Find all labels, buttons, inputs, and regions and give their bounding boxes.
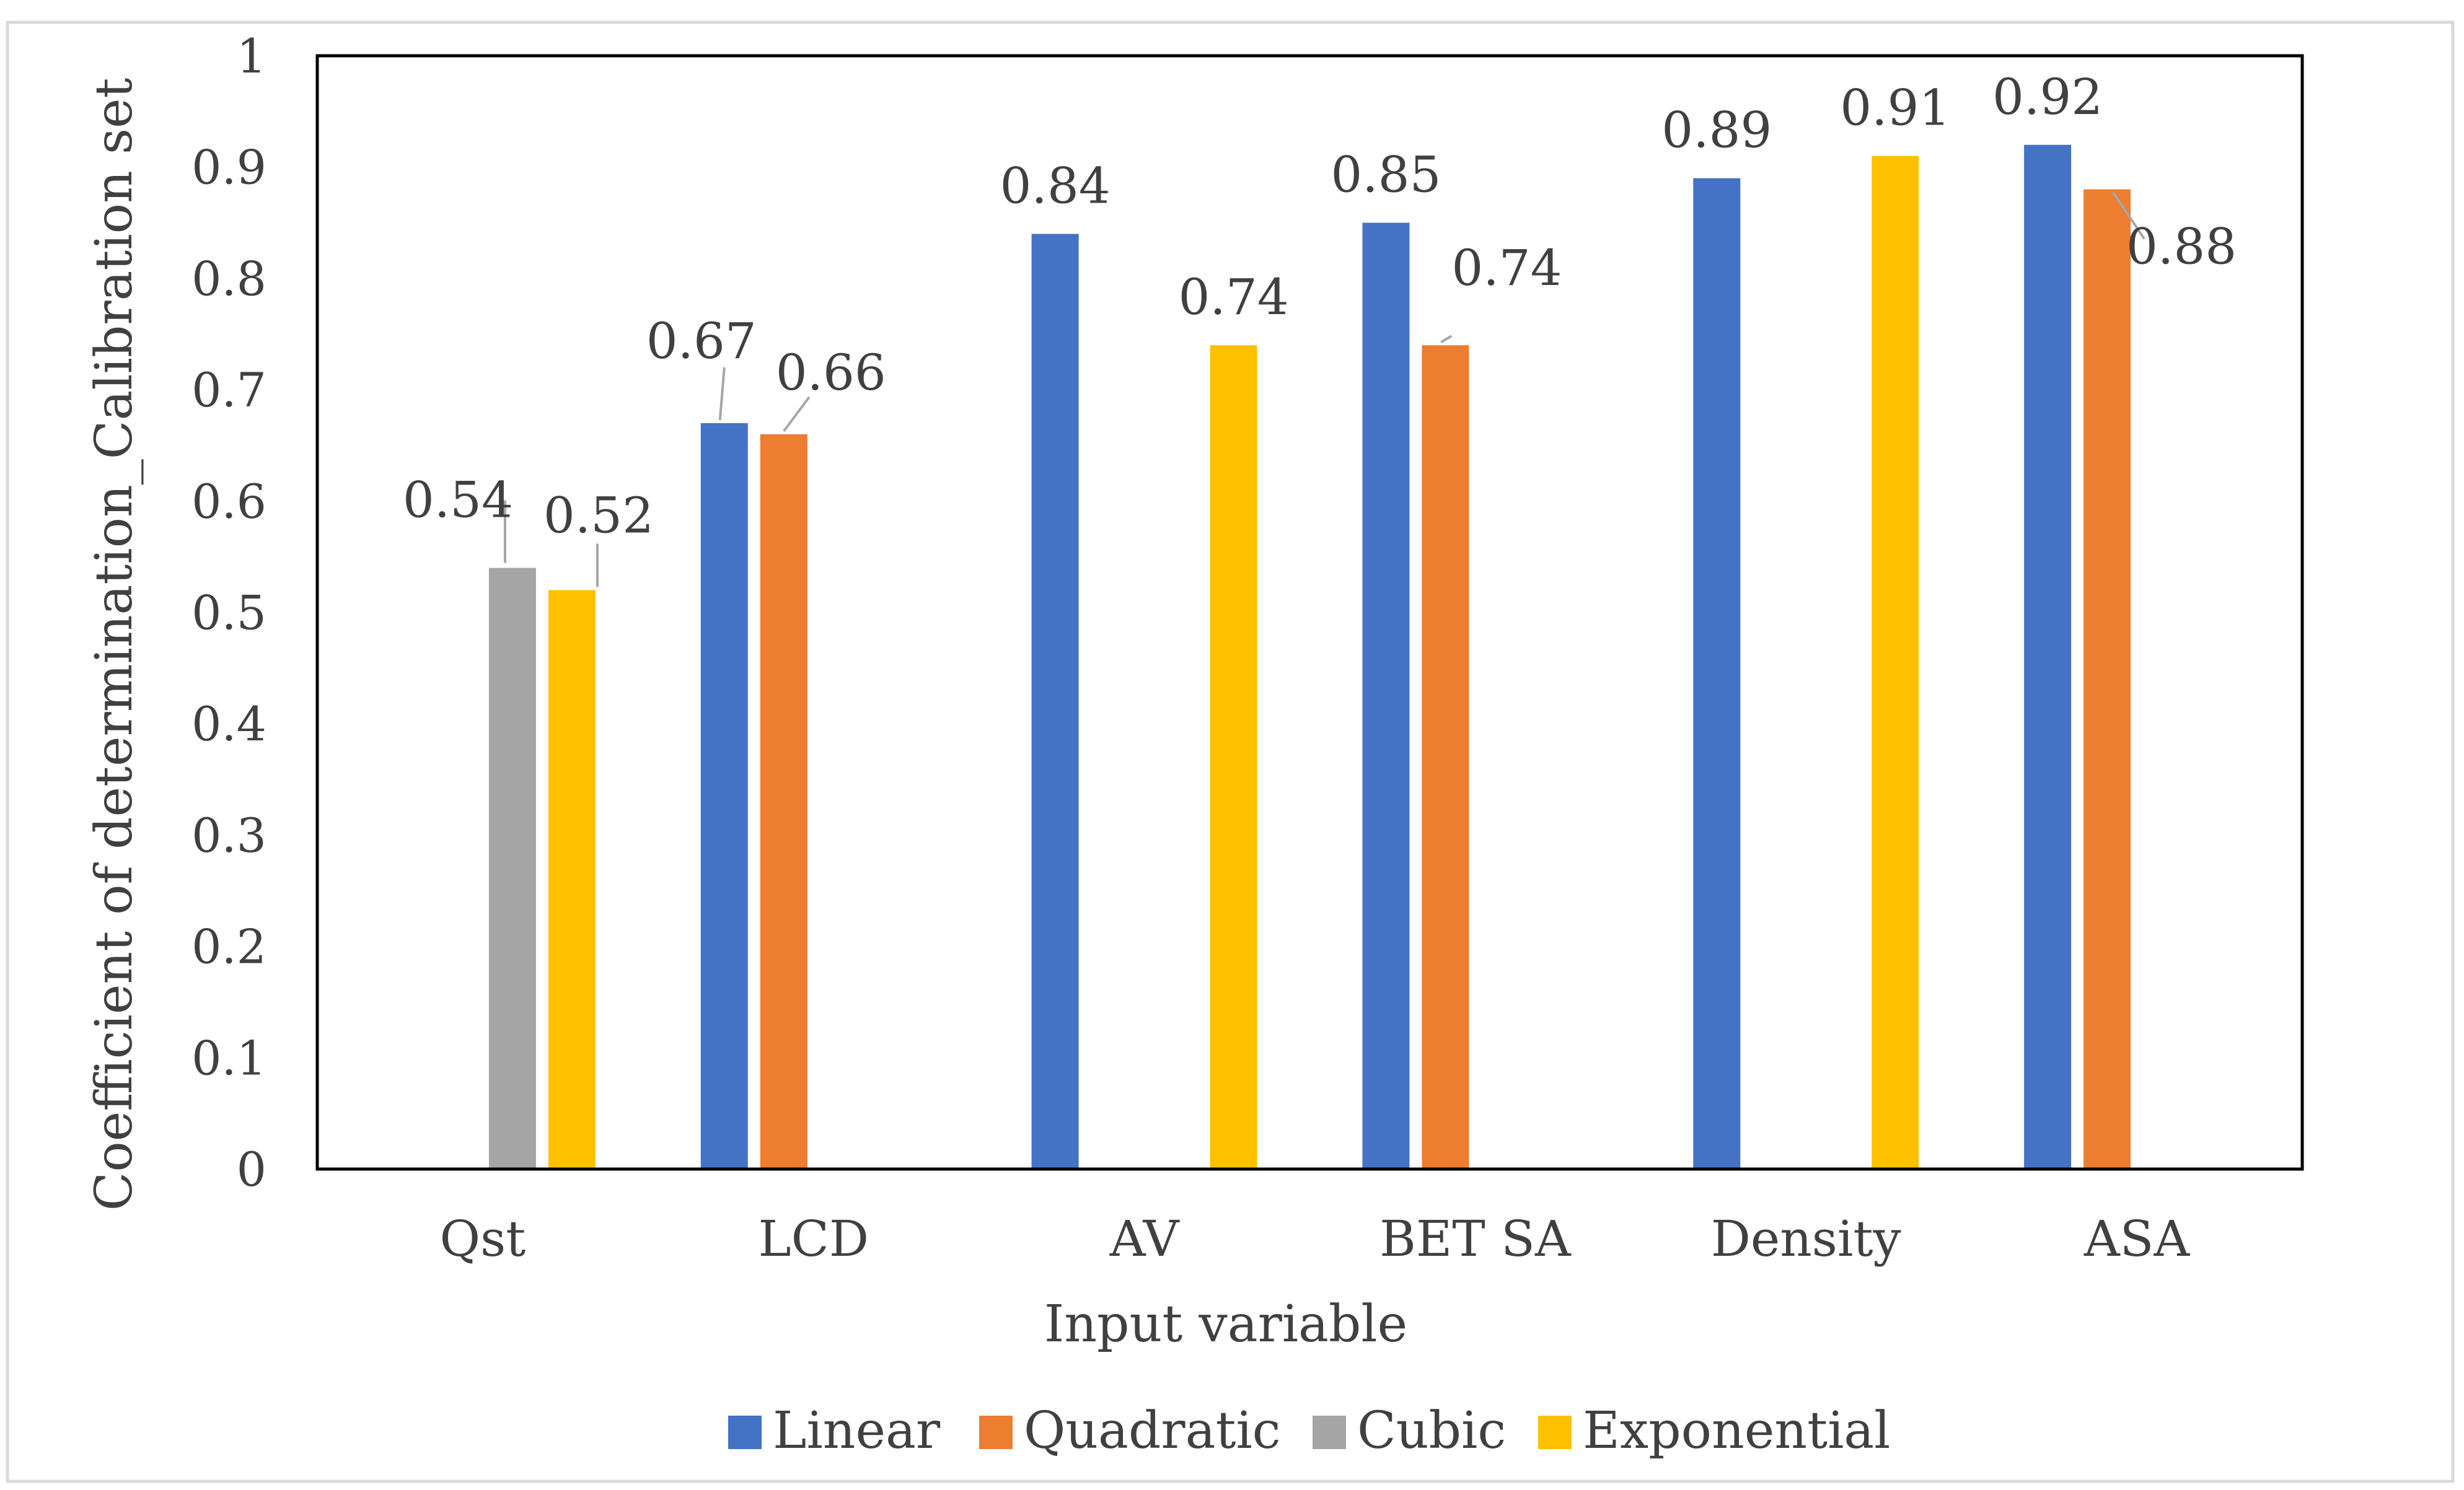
data-label-exponential-density: 0.91 bbox=[1840, 79, 1950, 137]
bar-quadratic-asa bbox=[2083, 189, 2131, 1169]
bar-cubic-qst bbox=[488, 568, 536, 1169]
bar-quadratic-bet-sa bbox=[1422, 345, 1469, 1169]
y-tick-label: 0.9 bbox=[191, 140, 266, 195]
y-tick-label: 0.6 bbox=[191, 474, 266, 529]
data-label-linear-asa: 0.92 bbox=[1992, 68, 2103, 126]
x-tick-label-bet-sa: BET SA bbox=[1379, 1210, 1572, 1268]
bar-exponential-av bbox=[1210, 345, 1257, 1169]
y-tick-label: 0 bbox=[237, 1142, 266, 1197]
bar-quadratic-lcd bbox=[760, 434, 807, 1169]
bar-exponential-density bbox=[1872, 156, 1919, 1170]
y-axis-title: Coefficient of determination_Calibration… bbox=[85, 78, 144, 1211]
leader-line-quadratic-bet-sa bbox=[1440, 335, 1453, 343]
data-label-exponential-qst: 0.52 bbox=[543, 487, 654, 545]
x-tick-label-av: AV bbox=[1109, 1210, 1180, 1268]
data-label-linear-av: 0.84 bbox=[1000, 157, 1111, 215]
legend-swatch-cubic bbox=[1313, 1416, 1346, 1449]
x-tick-label-density: Density bbox=[1711, 1210, 1901, 1268]
x-axis-title: Input variable bbox=[1044, 1295, 1407, 1354]
legend-swatch-linear bbox=[728, 1416, 762, 1449]
bar-linear-asa bbox=[2024, 144, 2072, 1169]
data-label-linear-density: 0.89 bbox=[1661, 102, 1772, 159]
leader-line-cubic-qst bbox=[498, 500, 506, 563]
y-tick-label: 1 bbox=[237, 28, 266, 84]
legend: Linear Quadratic Cubic Exponential bbox=[728, 1401, 1890, 1460]
data-label-quadratic-asa: 0.88 bbox=[2126, 218, 2237, 276]
data-label-quadratic-lcd: 0.66 bbox=[776, 344, 886, 401]
legend-swatch-quadratic bbox=[979, 1416, 1013, 1449]
data-label-quadratic-bet-sa: 0.74 bbox=[1451, 239, 1562, 297]
legend-label-linear: Linear bbox=[773, 1401, 941, 1460]
y-tick-label: 0.8 bbox=[191, 251, 266, 306]
x-tick-label-asa: ASA bbox=[2083, 1210, 2191, 1268]
y-tick-label: 0.4 bbox=[191, 696, 266, 752]
bar-linear-bet-sa bbox=[1362, 222, 1410, 1169]
y-tick-label: 0.1 bbox=[191, 1030, 266, 1085]
legend-swatch-exponential bbox=[1538, 1416, 1572, 1449]
x-tick-label-qst: Qst bbox=[440, 1210, 526, 1268]
data-label-linear-lcd: 0.67 bbox=[646, 312, 757, 370]
leader-line-quadratic-lcd bbox=[783, 396, 811, 432]
y-tick-label: 0.5 bbox=[191, 585, 266, 641]
data-label-exponential-av: 0.74 bbox=[1179, 268, 1289, 326]
bar-linear-av bbox=[1031, 234, 1079, 1169]
legend-label-quadratic: Quadratic bbox=[1024, 1401, 1281, 1460]
bar-linear-lcd bbox=[700, 423, 748, 1169]
leader-line-quadratic-asa bbox=[2112, 191, 2145, 240]
data-label-linear-bet-sa: 0.85 bbox=[1331, 146, 1441, 204]
y-tick-label: 0.7 bbox=[191, 362, 266, 418]
bar-exponential-qst bbox=[548, 590, 596, 1169]
y-tick-label: 0.3 bbox=[191, 808, 266, 863]
data-label-cubic-qst: 0.54 bbox=[403, 471, 513, 529]
leader-line-linear-lcd bbox=[718, 367, 726, 421]
bar-linear-density bbox=[1693, 178, 1741, 1169]
x-tick-label-lcd: LCD bbox=[759, 1210, 869, 1268]
legend-label-cubic: Cubic bbox=[1357, 1401, 1506, 1460]
y-tick-label: 0.2 bbox=[191, 919, 266, 975]
plot-area-border bbox=[315, 54, 2304, 1171]
legend-label-exponential: Exponential bbox=[1583, 1401, 1890, 1460]
